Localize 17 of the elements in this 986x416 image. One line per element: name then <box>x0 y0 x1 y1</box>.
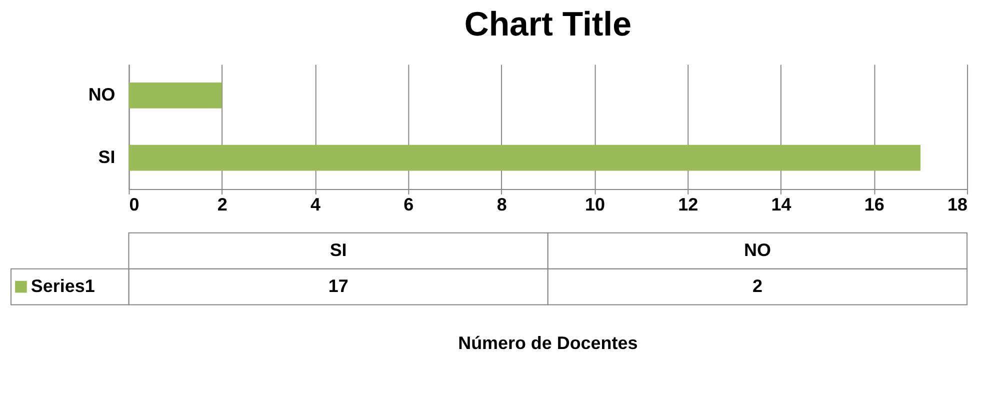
x-tick-label: 14 <box>771 194 792 214</box>
x-tick-label: 6 <box>404 194 414 214</box>
x-tick-label: 10 <box>584 194 605 214</box>
x-tick-label: 4 <box>310 194 321 214</box>
x-tick-label: 12 <box>678 194 698 214</box>
chart-title: Chart Title <box>464 5 632 44</box>
text: 2 <box>752 276 762 296</box>
category-label: SI <box>330 240 347 260</box>
x-tick-label: 16 <box>864 194 884 214</box>
x-tick-label: 2 <box>217 194 228 214</box>
x-tick-label: 18 <box>948 194 968 214</box>
x-tick-label: 8 <box>496 194 507 214</box>
text: 17 <box>328 276 348 296</box>
legend-label: Series1 <box>30 276 95 296</box>
x-tick-label: 0 <box>129 194 140 214</box>
category-label: NO <box>744 240 771 260</box>
text: Número de Docentes <box>458 333 638 354</box>
